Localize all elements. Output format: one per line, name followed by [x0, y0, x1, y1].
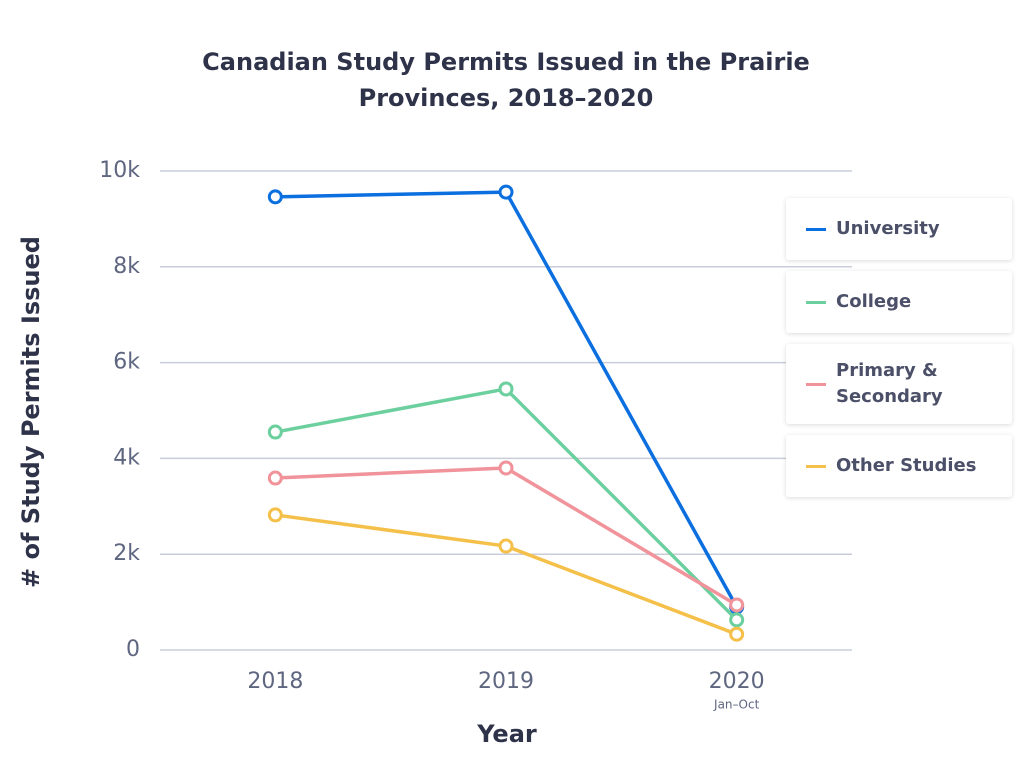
y-tick-label: 0: [126, 637, 140, 662]
legend-label: Other Studies: [836, 455, 977, 476]
data-point: [729, 626, 745, 642]
legend-label: College: [836, 291, 912, 312]
legend-item: Primary & Secondary: [786, 344, 1012, 424]
series-line: [275, 387, 738, 622]
y-tick-label: 8k: [113, 254, 140, 279]
x-tick-sublabel: Jan–Oct: [713, 698, 760, 712]
series-line: [275, 466, 738, 607]
x-tick-label: 2020: [709, 669, 765, 694]
data-point: [267, 507, 283, 523]
y-tick-label: 6k: [113, 350, 140, 375]
data-point: [498, 184, 514, 200]
legend-swatch: [806, 300, 826, 304]
y-axis-label: # of Study Permits Issued: [17, 236, 45, 588]
data-point: [498, 381, 514, 397]
chart-title: Canadian Study Permits Issued in the Pra…: [202, 48, 810, 112]
series-line: [275, 513, 738, 636]
data-point: [267, 189, 283, 205]
data-point: [729, 597, 745, 613]
data-point: [498, 460, 514, 476]
legend-label: University: [836, 218, 940, 239]
legend-item: Other Studies: [786, 435, 1012, 497]
data-point: [267, 470, 283, 486]
data-point: [498, 538, 514, 554]
legend-swatch: [806, 382, 826, 386]
y-tick-label: 10k: [99, 158, 140, 183]
x-tick-label: 2018: [247, 669, 303, 694]
legend-item: University: [786, 198, 1012, 260]
y-tick-label: 4k: [113, 445, 140, 470]
y-tick-label: 2k: [113, 541, 140, 566]
legend: University College Primary & Secondary Othe…: [786, 198, 1012, 508]
data-point: [267, 424, 283, 440]
legend-label: Primary & Secondary: [836, 360, 943, 407]
legend-item: College: [786, 271, 1012, 333]
legend-swatch: [806, 227, 826, 231]
legend-swatch: [806, 464, 826, 468]
x-axis-label: Year: [476, 720, 537, 748]
data-point: [729, 612, 745, 628]
x-tick-label: 2019: [478, 669, 534, 694]
